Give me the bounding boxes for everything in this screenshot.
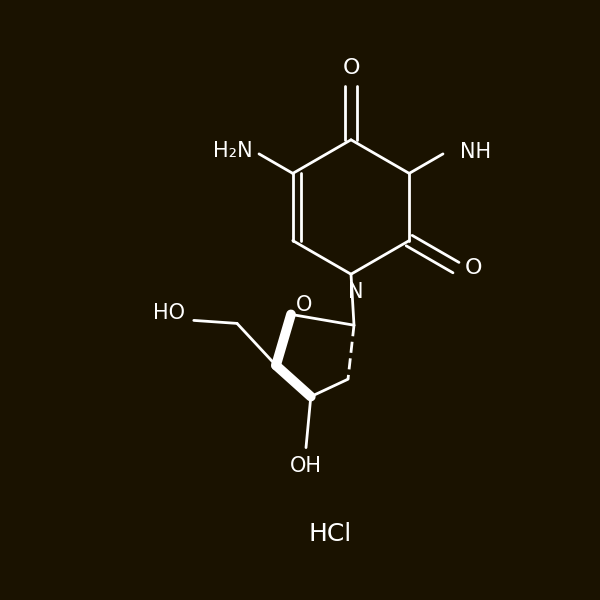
Text: HO: HO — [153, 303, 185, 323]
Text: OH: OH — [290, 455, 322, 476]
Text: O: O — [342, 58, 360, 78]
Text: H₂N: H₂N — [214, 141, 253, 161]
Text: N: N — [348, 282, 364, 302]
Text: O: O — [465, 257, 483, 278]
Text: NH: NH — [460, 142, 491, 162]
Text: HCl: HCl — [308, 522, 352, 546]
Text: O: O — [296, 295, 313, 316]
